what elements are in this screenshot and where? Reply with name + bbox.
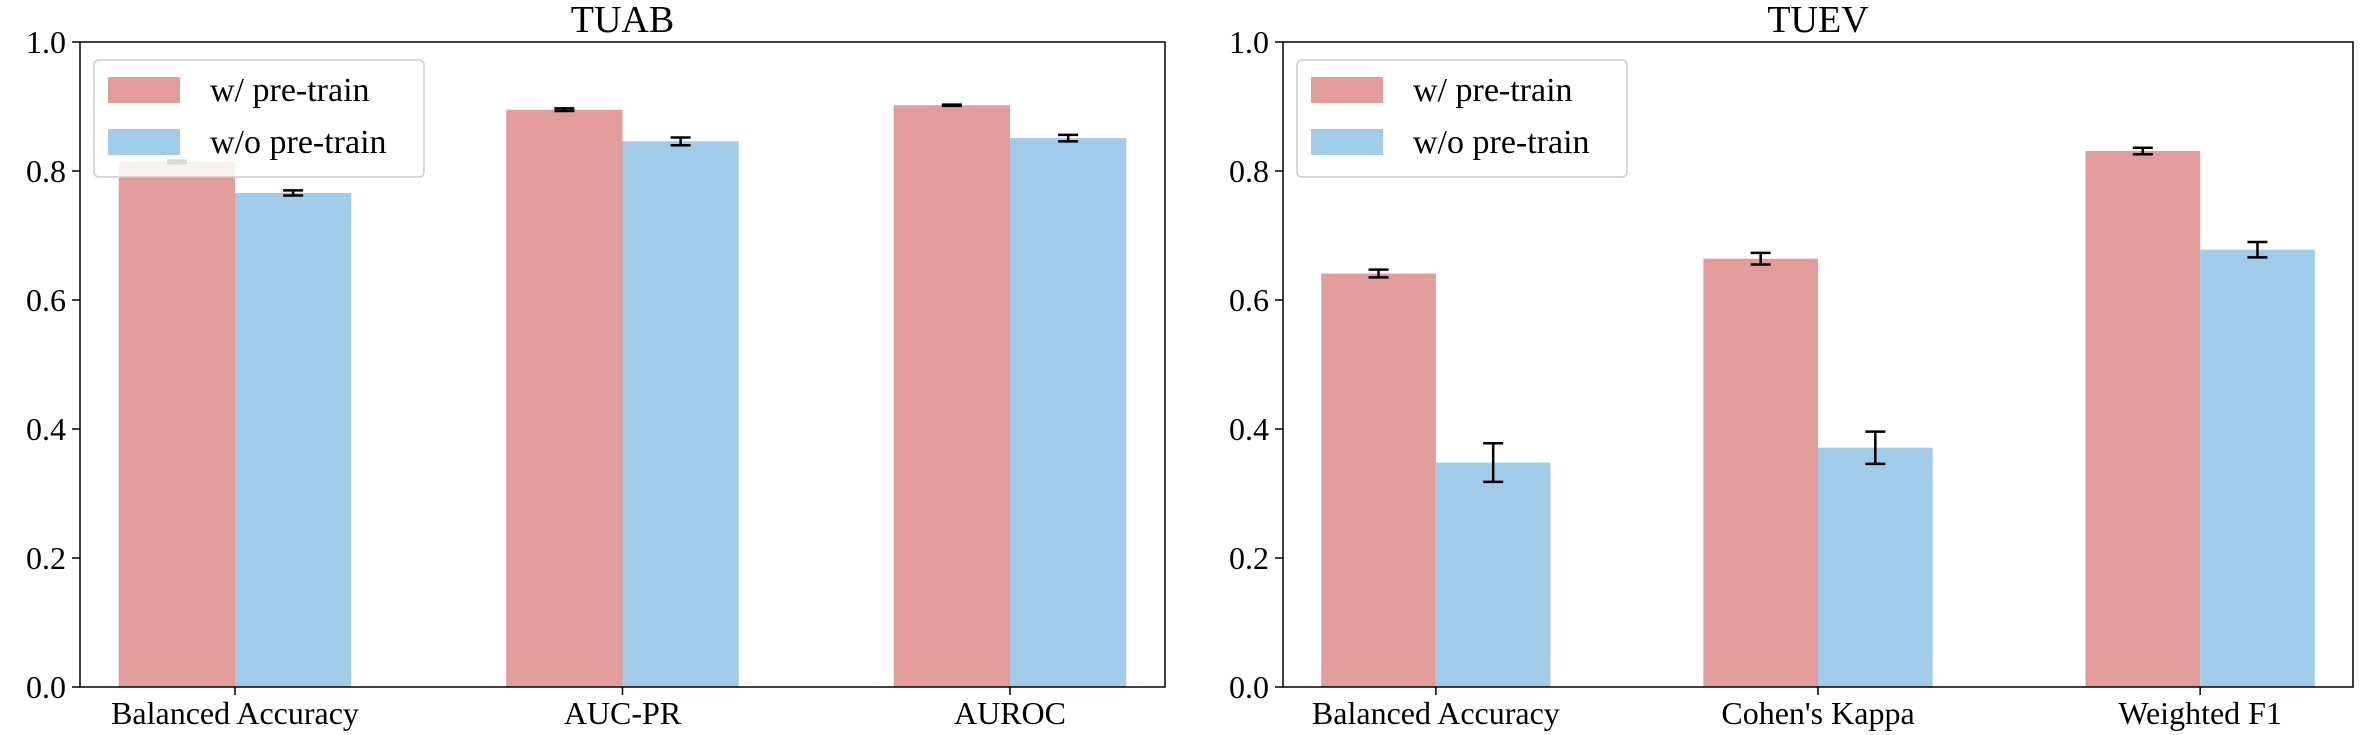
bar-auc-pr-w-pre-train (506, 109, 623, 688)
bar-auroc-w-pre-train (893, 105, 1010, 687)
y-tick-label: 0.4 (26, 411, 66, 447)
chart-title: TUAB (571, 0, 674, 41)
y-tick-label: 0.0 (1229, 669, 1269, 705)
y-tick-label: 1.0 (26, 24, 66, 60)
x-tick-label: Weighted F1 (2118, 695, 2282, 731)
y-tick-label: 0.2 (1229, 540, 1269, 576)
legend-swatch-w-o-pre-train (108, 129, 180, 155)
y-tick-label: 0.8 (1229, 153, 1269, 189)
bar-balanced-accuracy-w-pre-train (118, 161, 235, 688)
bar-balanced-accuracy-w-o-pre-train (1435, 462, 1551, 687)
bar-balanced-accuracy-w-pre-train (1321, 273, 1436, 687)
legend-label-w-o-pre-train: w/o pre-train (210, 124, 387, 161)
error-bar-weighted-f1-w-pre-train (2132, 146, 2153, 156)
legend-swatch-w-pre-train (108, 77, 180, 103)
bar-cohen-s-kappa-w-o-pre-train (1818, 447, 1933, 687)
bar-auc-pr-w-o-pre-train (622, 141, 739, 687)
y-tick-label: 0.6 (1229, 282, 1269, 318)
bar-balanced-accuracy-w-o-pre-train (235, 192, 352, 687)
y-tick-label: 0.0 (26, 669, 66, 705)
y-tick-label: 0.8 (26, 153, 66, 189)
legend: w/ pre-train w/o pre-train (1296, 59, 1628, 178)
x-tick-label: AUROC (954, 695, 1066, 731)
error-bar-balanced-accuracy-w-o-pre-train (1483, 441, 1504, 484)
legend-label-w-pre-train: w/ pre-train (1413, 72, 1573, 109)
error-bar-cohen-s-kappa-w-o-pre-train (1865, 430, 1886, 466)
error-bar-auroc-w-o-pre-train (1058, 133, 1079, 143)
tuab-chart: 0.0 0.2 0.4 0.6 0.8 1.0 Balanced Accuracy AUC-P… (26, 0, 1166, 731)
bar-weighted-f1-w-o-pre-train (2200, 249, 2315, 687)
legend-label-w-o-pre-train: w/o pre-train (1413, 124, 1590, 161)
error-bar-weighted-f1-w-o-pre-train (2247, 240, 2268, 259)
bar-weighted-f1-w-pre-train (2085, 151, 2201, 687)
error-bar-cohen-s-kappa-w-pre-train (1750, 251, 1771, 266)
bar-auroc-w-o-pre-train (1010, 138, 1127, 688)
bar-cohen-s-kappa-w-pre-train (1703, 258, 1818, 687)
error-bar-auc-pr-w-o-pre-train (670, 136, 691, 147)
error-bar-balanced-accuracy-w-o-pre-train (283, 189, 304, 197)
error-bar-auc-pr-w-pre-train (554, 107, 575, 113)
x-tick-label: Balanced Accuracy (111, 695, 359, 731)
error-bar-balanced-accuracy-w-pre-train (1368, 268, 1389, 279)
chart-title: TUEV (1767, 0, 1869, 41)
x-tick-label: Balanced Accuracy (1312, 695, 1560, 731)
legend-label-w-pre-train: w/ pre-train (210, 72, 370, 109)
x-tick-label: AUC-PR (564, 695, 682, 731)
legend: w/ pre-train w/o pre-train (93, 59, 425, 178)
y-tick-label: 0.6 (26, 282, 66, 318)
x-tick-label: Cohen's Kappa (1721, 695, 1914, 731)
y-tick-label: 1.0 (1229, 24, 1269, 60)
legend-swatch-w-o-pre-train (1311, 129, 1383, 155)
y-tick-label: 0.2 (26, 540, 66, 576)
y-tick-label: 0.4 (1229, 411, 1269, 447)
tuev-chart: 0.0 0.2 0.4 0.6 0.8 1.0 Balanced Accuracy Cohen… (1229, 0, 2354, 731)
legend-swatch-w-pre-train (1311, 77, 1383, 103)
error-bar-auroc-w-pre-train (941, 103, 962, 108)
